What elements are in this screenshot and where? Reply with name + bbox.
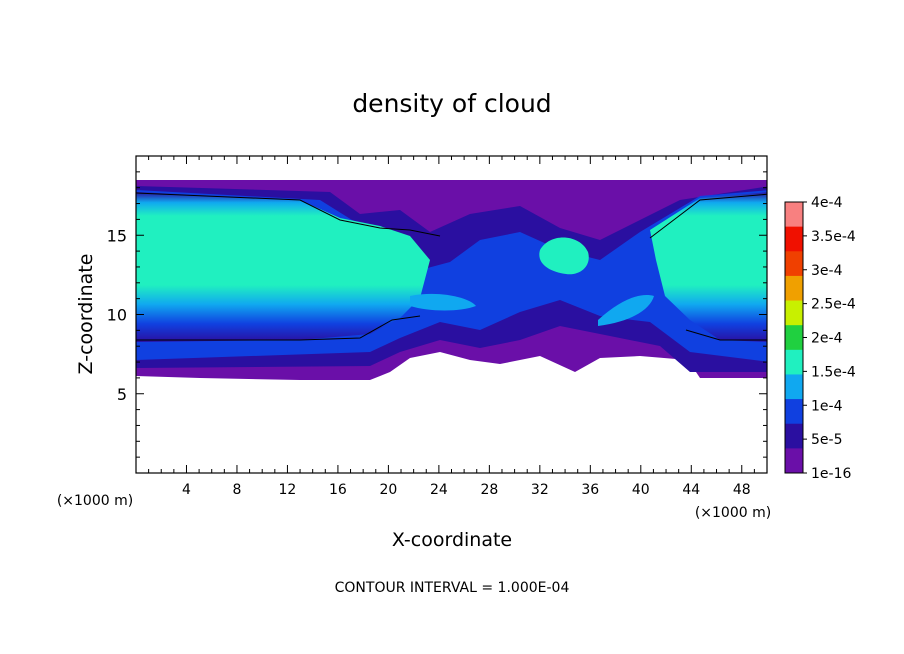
colorbar-segment: [785, 202, 803, 228]
x-tick-label: 16: [329, 482, 347, 498]
colorbar-segment: [785, 349, 803, 375]
colorbar-segment: [785, 251, 803, 277]
colorbar-segment: [785, 300, 803, 326]
y-tick-label: 15: [107, 226, 127, 245]
y-axis-ticks: 5 10 15: [107, 171, 767, 458]
x-tick-label: 8: [232, 482, 241, 498]
colorbar-label: 2.5e-4: [811, 297, 856, 313]
y-tick-label: 10: [107, 306, 127, 325]
cloud-core-blob: [539, 237, 589, 275]
cloud-core-left: [136, 192, 430, 342]
x-tick-label: 40: [632, 482, 650, 498]
x-tick-label: 20: [379, 482, 397, 498]
chart-title: density of cloud: [352, 89, 551, 118]
colorbar-label: 2e-4: [811, 331, 843, 347]
y-tick-label: 5: [117, 385, 127, 404]
x-tick-label: 28: [480, 482, 498, 498]
x-tick-label: 4: [182, 482, 191, 498]
colorbar-label: 3e-4: [811, 263, 843, 279]
cloud-contour-base: [136, 315, 767, 341]
cloud-streak-2: [598, 295, 654, 326]
colorbar-label: 1e-16: [811, 466, 851, 482]
colorbar: 1e-16 5e-5 1e-4 1.5e-4 2e-4 2.5e-4 3e-4 3.5e-4 4…: [784, 195, 856, 482]
x-tick-label: 44: [682, 482, 700, 498]
colorbar-label: 1.5e-4: [811, 364, 856, 380]
colorbar-segment: [785, 275, 803, 302]
x-tick-label: 32: [531, 482, 549, 498]
cloud-core-right: [650, 192, 767, 342]
colorbar-segment: [785, 448, 803, 474]
colorbar-segment: [785, 226, 803, 252]
x-tick-label: 48: [733, 482, 751, 498]
x-unit-label-right: (×1000 m): [695, 505, 771, 521]
x-tick-label: 12: [279, 482, 297, 498]
x-axis-label: X-coordinate: [392, 529, 512, 551]
cloud-contour-top: [136, 192, 767, 239]
colorbar-segment: [785, 374, 803, 400]
colorbar-segment: [785, 399, 803, 425]
colorbar-segment: [785, 325, 803, 351]
colorbar-label: 3.5e-4: [811, 229, 856, 245]
y-axis-label: Z-coordinate: [75, 254, 97, 375]
x-tick-label: 36: [581, 482, 599, 498]
colorbar-segment: [785, 423, 803, 449]
cloud-streak-1: [410, 293, 476, 311]
x-axis-ticks: 4 8 12 16 20 24 28 32 36 40 44 48: [148, 156, 755, 498]
contour-interval-note: CONTOUR INTERVAL = 1.000E-04: [335, 580, 570, 596]
colorbar-label: 1e-4: [811, 398, 843, 414]
x-unit-label-left: (×1000 m): [57, 493, 133, 509]
colorbar-label: 4e-4: [811, 195, 843, 211]
x-tick-label: 24: [430, 482, 448, 498]
colorbar-label: 5e-5: [811, 432, 842, 448]
cloud-field: [136, 180, 767, 380]
